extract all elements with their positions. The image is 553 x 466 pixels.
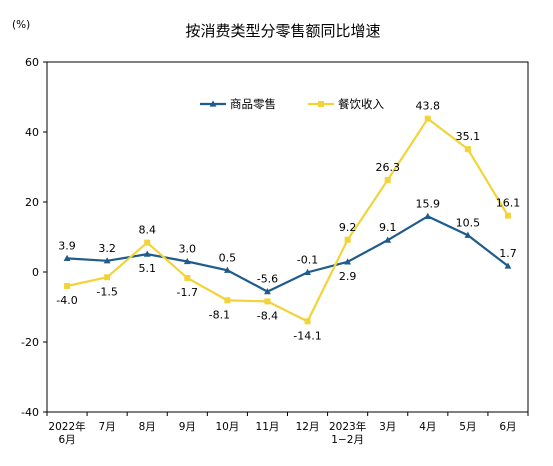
x-tick-label: 9月 xyxy=(179,421,196,433)
data-label: -5.6 xyxy=(257,273,278,286)
x-tick-label: 7月 xyxy=(99,421,116,433)
x-tick-label: 11月 xyxy=(256,421,280,433)
data-label: 2.9 xyxy=(339,270,357,283)
data-label: 43.8 xyxy=(416,100,441,113)
y-tick-label: 20 xyxy=(25,196,39,209)
x-tick-label: 4月 xyxy=(419,421,436,433)
chart-title: 按消费类型分零售额同比增速 xyxy=(185,22,380,40)
data-label: 1.7 xyxy=(499,247,517,260)
y-tick-label: 40 xyxy=(25,126,39,139)
data-point xyxy=(344,236,351,243)
legend-label: 餐饮收入 xyxy=(338,97,384,111)
data-point xyxy=(264,288,271,295)
data-label: -8.4 xyxy=(257,309,278,322)
legend-item: 餐饮收入 xyxy=(308,97,384,111)
data-point xyxy=(224,297,231,304)
data-label: -4.0 xyxy=(56,294,77,307)
series-line xyxy=(66,117,509,323)
data-label: 8.4 xyxy=(138,224,156,237)
data-label: 9.1 xyxy=(379,221,397,234)
data-point xyxy=(103,257,111,264)
data-point xyxy=(384,236,392,243)
data-label: 10.5 xyxy=(456,216,481,229)
x-tick-label: 10月 xyxy=(215,421,239,433)
data-point xyxy=(63,254,71,261)
legend: 商品零售 餐饮收入 xyxy=(200,97,384,111)
data-point xyxy=(464,231,472,238)
y-tick-label: -40 xyxy=(21,406,39,419)
data-point xyxy=(304,268,311,275)
data-point xyxy=(144,239,151,246)
data-label: 0.5 xyxy=(219,251,237,264)
data-point xyxy=(183,257,191,265)
x-tick-label: 1−2月 xyxy=(331,434,364,446)
y-axis-unit: (%) xyxy=(12,19,30,31)
data-label: -0.1 xyxy=(297,253,318,266)
y-tick-label: 60 xyxy=(25,56,39,69)
data-label: -1.5 xyxy=(96,285,117,298)
data-point xyxy=(384,176,391,183)
data-point xyxy=(184,274,191,281)
x-tick-label: 5月 xyxy=(459,421,476,433)
x-tick-label: 2023年 xyxy=(329,420,366,433)
data-label: 15.9 xyxy=(416,197,441,210)
data-label: 9.2 xyxy=(339,221,357,234)
data-point xyxy=(223,266,231,273)
data-point xyxy=(344,258,352,265)
data-point xyxy=(504,212,511,219)
x-tick-label: 12月 xyxy=(296,421,320,433)
data-label: 35.1 xyxy=(456,130,481,143)
series-line xyxy=(66,215,509,293)
x-tick-label: 6月 xyxy=(58,434,75,446)
data-point xyxy=(104,274,111,281)
data-point xyxy=(264,298,271,305)
data-point xyxy=(424,115,431,122)
x-tick-label: 2022年 xyxy=(48,420,85,433)
data-label: -14.1 xyxy=(293,329,321,342)
data-label: -1.7 xyxy=(177,286,198,299)
data-label: 26.3 xyxy=(375,161,400,174)
series-1: 3.9 3.2 5.1 3.0 0.5 -5.6 -0.1 2.9 9.1 15.9 10.5 1.7 xyxy=(58,197,517,295)
data-label: 3.2 xyxy=(98,242,116,255)
legend-marker xyxy=(209,100,217,107)
y-axis: 60 40 20 0 -20 -40 xyxy=(21,56,47,419)
legend-marker xyxy=(318,101,324,107)
x-tick-label: 3月 xyxy=(379,421,396,433)
data-label: 3.9 xyxy=(58,239,76,252)
data-label: -8.1 xyxy=(209,308,230,321)
data-point xyxy=(64,283,71,289)
legend-label: 商品零售 xyxy=(230,97,276,111)
legend-item: 商品零售 xyxy=(200,97,276,111)
series-2: -4.0-1.58.4-1.7-8.1 -8.4-14.19.226.343.83… xyxy=(56,100,520,343)
y-tick-label: -20 xyxy=(21,336,39,349)
data-point xyxy=(424,212,432,219)
data-label: 5.1 xyxy=(138,262,156,275)
data-point xyxy=(143,250,151,257)
x-tick-label: 8月 xyxy=(139,421,156,433)
data-label: 16.1 xyxy=(496,197,521,210)
data-label: 3.0 xyxy=(179,243,197,256)
y-tick-label: 0 xyxy=(32,266,39,279)
data-point xyxy=(304,318,311,325)
x-tick-label: 6月 xyxy=(499,421,516,433)
data-point xyxy=(504,262,512,269)
plot-area xyxy=(46,61,529,413)
data-point xyxy=(464,146,471,153)
series-layer: 3.9 3.2 5.1 3.0 0.5 -5.6 -0.1 2.9 9.1 15.9 10.5 1.7… xyxy=(56,100,520,343)
